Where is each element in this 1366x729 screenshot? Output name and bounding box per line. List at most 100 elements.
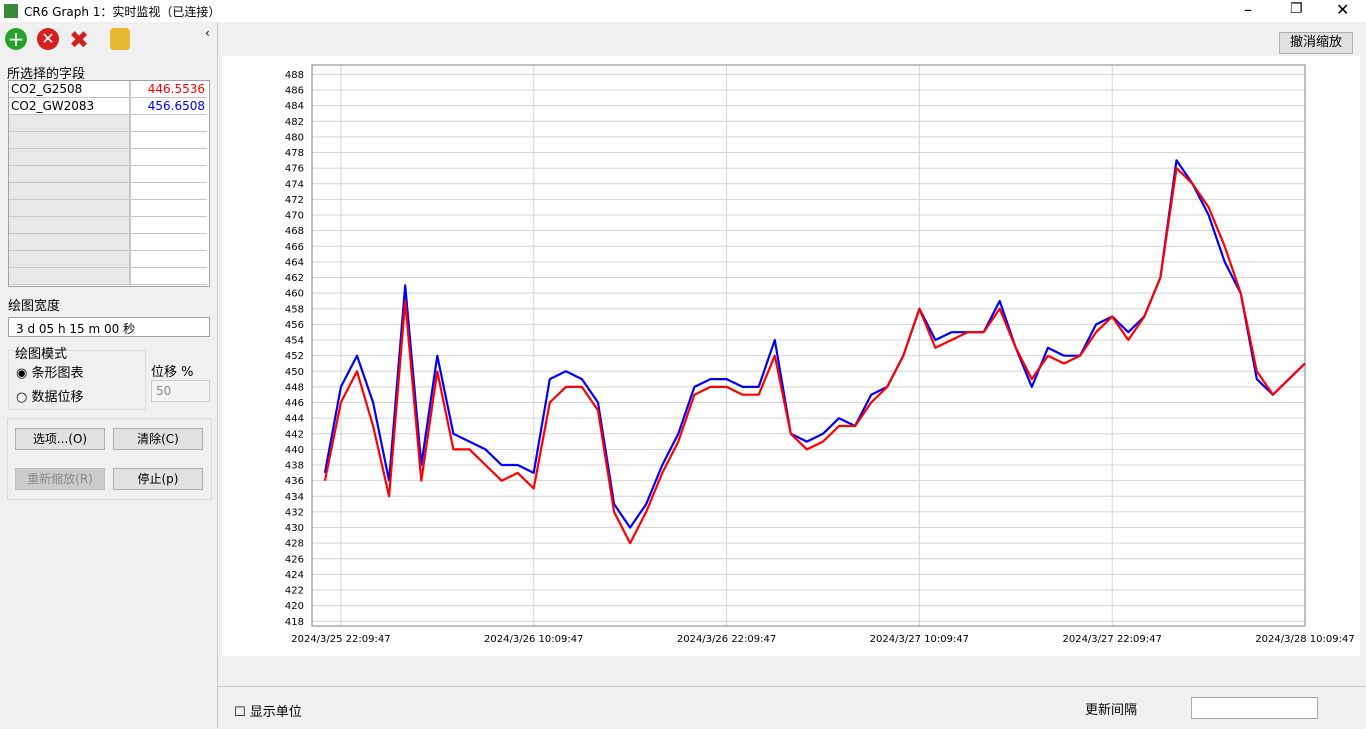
x-tick-label: 2024/3/26 22:09:47	[677, 634, 776, 645]
y-tick-label: 440	[285, 445, 304, 456]
collapse[interactable]: ‹	[205, 26, 210, 40]
offset-input[interactable]: 50	[151, 380, 210, 402]
close[interactable]: ✕	[1336, 0, 1350, 19]
show-units-label: 显示单位	[249, 705, 302, 720]
y-tick-label: 430	[285, 523, 304, 534]
field-value	[131, 251, 207, 268]
offset-value: 50	[156, 384, 172, 398]
y-tick-label: 468	[285, 226, 304, 237]
rescale-button: 重新缩放(R)	[15, 468, 105, 490]
field-value	[131, 166, 207, 183]
y-tick-label: 452	[285, 351, 304, 362]
mode-radio[interactable]: ○ 数据位移	[16, 390, 84, 405]
y-tick-label: 462	[285, 273, 304, 284]
y-tick-label: 486	[285, 86, 304, 97]
y-tick-label: 476	[285, 164, 304, 175]
field-value	[131, 183, 207, 200]
y-tick-label: 428	[285, 539, 304, 550]
mode-option: 数据位移	[31, 390, 84, 405]
y-tick-label: 482	[285, 117, 304, 128]
width-input[interactable]: 3 d 05 h 15 m 00 秒	[8, 317, 210, 337]
undo-zoom-button[interactable]: 撤消缩放	[1279, 32, 1353, 54]
update-interval-input[interactable]	[1191, 697, 1318, 719]
field-name[interactable]: CO2_GW2083	[9, 98, 131, 115]
field-value	[131, 149, 207, 166]
field-value: 456.6508	[131, 98, 207, 115]
offset-label: 位移 %	[151, 365, 194, 380]
field-name	[9, 166, 131, 183]
field-value	[131, 115, 207, 132]
chart: 418 420 422 424 426 428 430 432 434 436 438 440 442 4…	[222, 56, 1360, 656]
y-tick-label: 460	[285, 289, 304, 300]
y-tick-label: 422	[285, 586, 304, 597]
button-group	[7, 418, 212, 500]
mode-group	[8, 350, 146, 410]
y-tick-label: 464	[285, 257, 304, 268]
field-name[interactable]: CO2_G2508	[9, 81, 131, 98]
field-name	[9, 132, 131, 149]
data-line	[323, 167, 1306, 545]
show-units-checkbox[interactable]: ☐ 显示单位	[234, 705, 302, 720]
stop-button[interactable]: 停止(p)	[113, 468, 203, 490]
field-name	[9, 115, 131, 132]
y-tick-label: 432	[285, 507, 304, 518]
mode-label: 绘图模式	[15, 343, 68, 362]
minimize[interactable]: –	[1244, 0, 1252, 19]
field-name	[9, 234, 131, 251]
x-tick-label: 2024/3/26 10:09:47	[484, 634, 583, 645]
field-name	[9, 200, 131, 217]
y-tick-label: 458	[285, 304, 304, 315]
settings-button[interactable]	[110, 28, 130, 50]
y-tick-label: 420	[285, 601, 304, 612]
remove-all-button[interactable]: ✖	[69, 26, 90, 54]
app-icon	[4, 4, 18, 18]
y-tick-label: 426	[285, 554, 304, 565]
x-tick-label: 2024/3/25 22:09:47	[291, 634, 390, 645]
x-tick-label: 2024/3/27 10:09:47	[870, 634, 969, 645]
options-button[interactable]: 选项...(O)	[15, 428, 105, 450]
y-tick-label: 450	[285, 367, 304, 378]
y-tick-label: 418	[285, 617, 304, 628]
field-name	[9, 217, 131, 234]
update-interval-label: 更新间隔	[1085, 703, 1138, 718]
y-tick-label: 444	[285, 414, 304, 425]
y-tick-label: 456	[285, 320, 304, 331]
y-tick-label: 424	[285, 570, 304, 581]
field-name	[9, 183, 131, 200]
field-name	[9, 149, 131, 166]
y-tick-label: 488	[285, 70, 304, 81]
width-label: 绘图宽度	[8, 299, 61, 314]
y-tick-label: 478	[285, 148, 304, 159]
y-tick-label: 442	[285, 429, 304, 440]
add-button[interactable]: +	[5, 28, 27, 50]
y-tick-label: 466	[285, 242, 304, 253]
maximize[interactable]: ❐	[1290, 1, 1303, 17]
y-tick-label: 446	[285, 398, 304, 409]
mode-radio[interactable]: ◉ 条形图表	[16, 366, 84, 381]
y-tick-label: 434	[285, 492, 304, 503]
left-panel: + ✕ ✖ ‹ 所选择的字段 CO2_G2508 446.5536 CO2_GW20…	[0, 22, 215, 728]
field-value	[131, 200, 207, 217]
clear-button[interactable]: 清除(C)	[113, 428, 203, 450]
y-tick-label: 436	[285, 476, 304, 487]
remove-button[interactable]: ✕	[37, 28, 59, 50]
footer: ☐ 显示单位 更新间隔	[218, 686, 1366, 729]
y-tick-label: 448	[285, 382, 304, 393]
y-tick-label: 470	[285, 211, 304, 222]
field-name	[9, 268, 131, 285]
y-tick-label: 484	[285, 101, 304, 112]
mode-option: 条形图表	[31, 366, 84, 381]
title-bar: CR6 Graph 1：实时监视（已连接） – ❐ ✕	[0, 0, 1366, 22]
x-tick-label: 2024/3/27 22:09:47	[1062, 634, 1161, 645]
y-tick-label: 474	[285, 179, 304, 190]
y-tick-label: 480	[285, 132, 304, 143]
y-tick-label: 438	[285, 461, 304, 472]
field-value	[131, 268, 207, 285]
field-value	[131, 234, 207, 251]
y-tick-label: 472	[285, 195, 304, 206]
fields-table: CO2_G2508 446.5536 CO2_GW2083 456.6508	[8, 80, 210, 287]
window-title: CR6 Graph 1：实时监视（已连接）	[24, 5, 221, 19]
field-value	[131, 132, 207, 149]
x-tick-label: 2024/3/28 10:09:47	[1255, 634, 1354, 645]
